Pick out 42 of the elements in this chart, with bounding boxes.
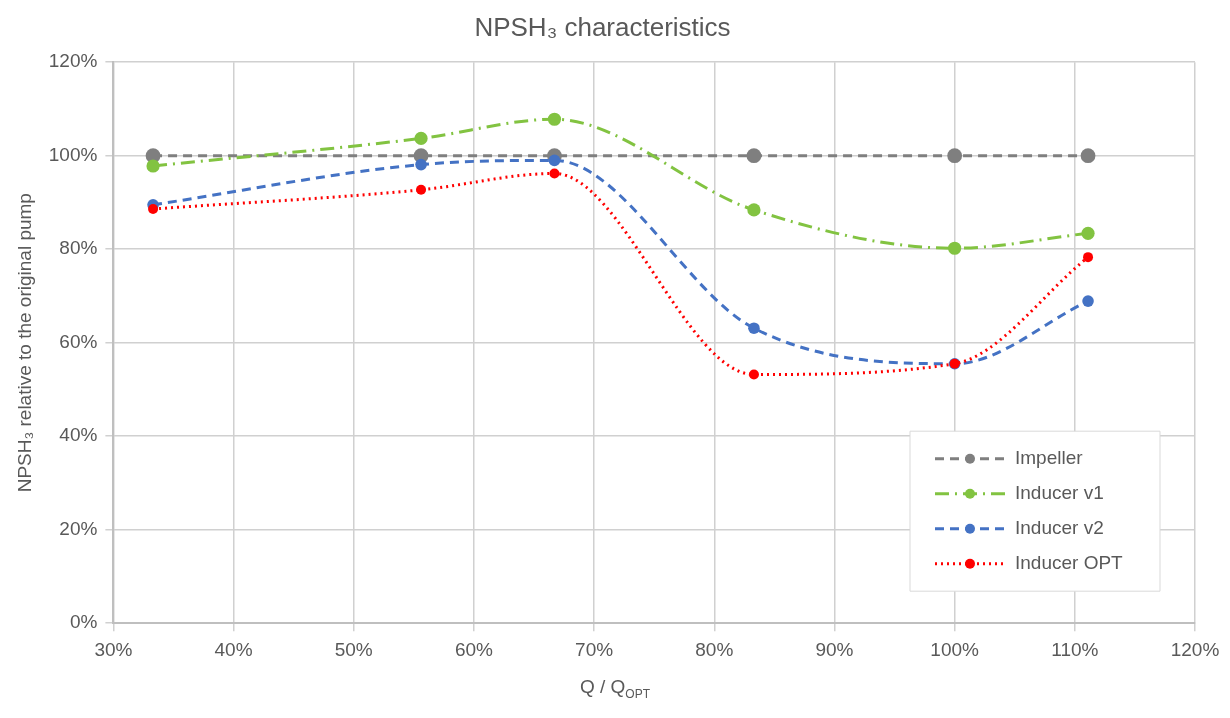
point <box>947 148 963 164</box>
point <box>748 369 759 380</box>
legend-label: Inducer v1 <box>1015 481 1104 503</box>
x-axis-title: Q / Q$_{OPT}$ <box>578 676 652 701</box>
point <box>148 204 159 214</box>
y-tick-label: 0% <box>69 611 98 633</box>
point <box>547 112 562 126</box>
x-tick-label: 40% <box>214 638 253 660</box>
x-tick-label: 120% <box>1170 638 1220 660</box>
point <box>1081 226 1095 240</box>
legend-label: Impeller <box>1015 446 1084 468</box>
x-tick-label: 100% <box>930 638 980 660</box>
y-axis-title: NPSH₃ relative to the original pump <box>13 193 35 493</box>
point <box>414 131 428 145</box>
chart-title: NPSH₃ characteristics <box>474 11 731 42</box>
y-tick-label: 120% <box>48 50 98 72</box>
point <box>748 322 760 335</box>
point <box>1082 295 1094 307</box>
x-tick-label: 80% <box>695 638 734 660</box>
y-tick-label: 80% <box>59 237 98 259</box>
legend-label: Inducer OPT <box>1015 551 1124 573</box>
point <box>549 168 560 179</box>
point <box>948 241 962 255</box>
point <box>415 158 427 171</box>
x-tick-label: 50% <box>334 638 373 660</box>
y-tick-label: 60% <box>59 330 98 352</box>
y-tick-label: 20% <box>59 517 98 539</box>
x-tick-label: 110% <box>1051 638 1099 660</box>
point <box>747 203 761 217</box>
point <box>416 184 427 195</box>
point <box>548 154 561 167</box>
point <box>1080 148 1096 164</box>
point <box>1083 252 1094 263</box>
point <box>146 159 160 173</box>
x-tick-label: 90% <box>815 638 854 660</box>
y-tick-label: 100% <box>48 143 98 165</box>
x-tick-label: 30% <box>94 638 133 660</box>
point <box>746 148 762 164</box>
x-tick-label: 70% <box>575 638 614 660</box>
y-tick-label: 40% <box>59 424 98 446</box>
x-tick-label: 60% <box>454 638 494 660</box>
legend-label: Inducer v2 <box>1015 516 1104 538</box>
